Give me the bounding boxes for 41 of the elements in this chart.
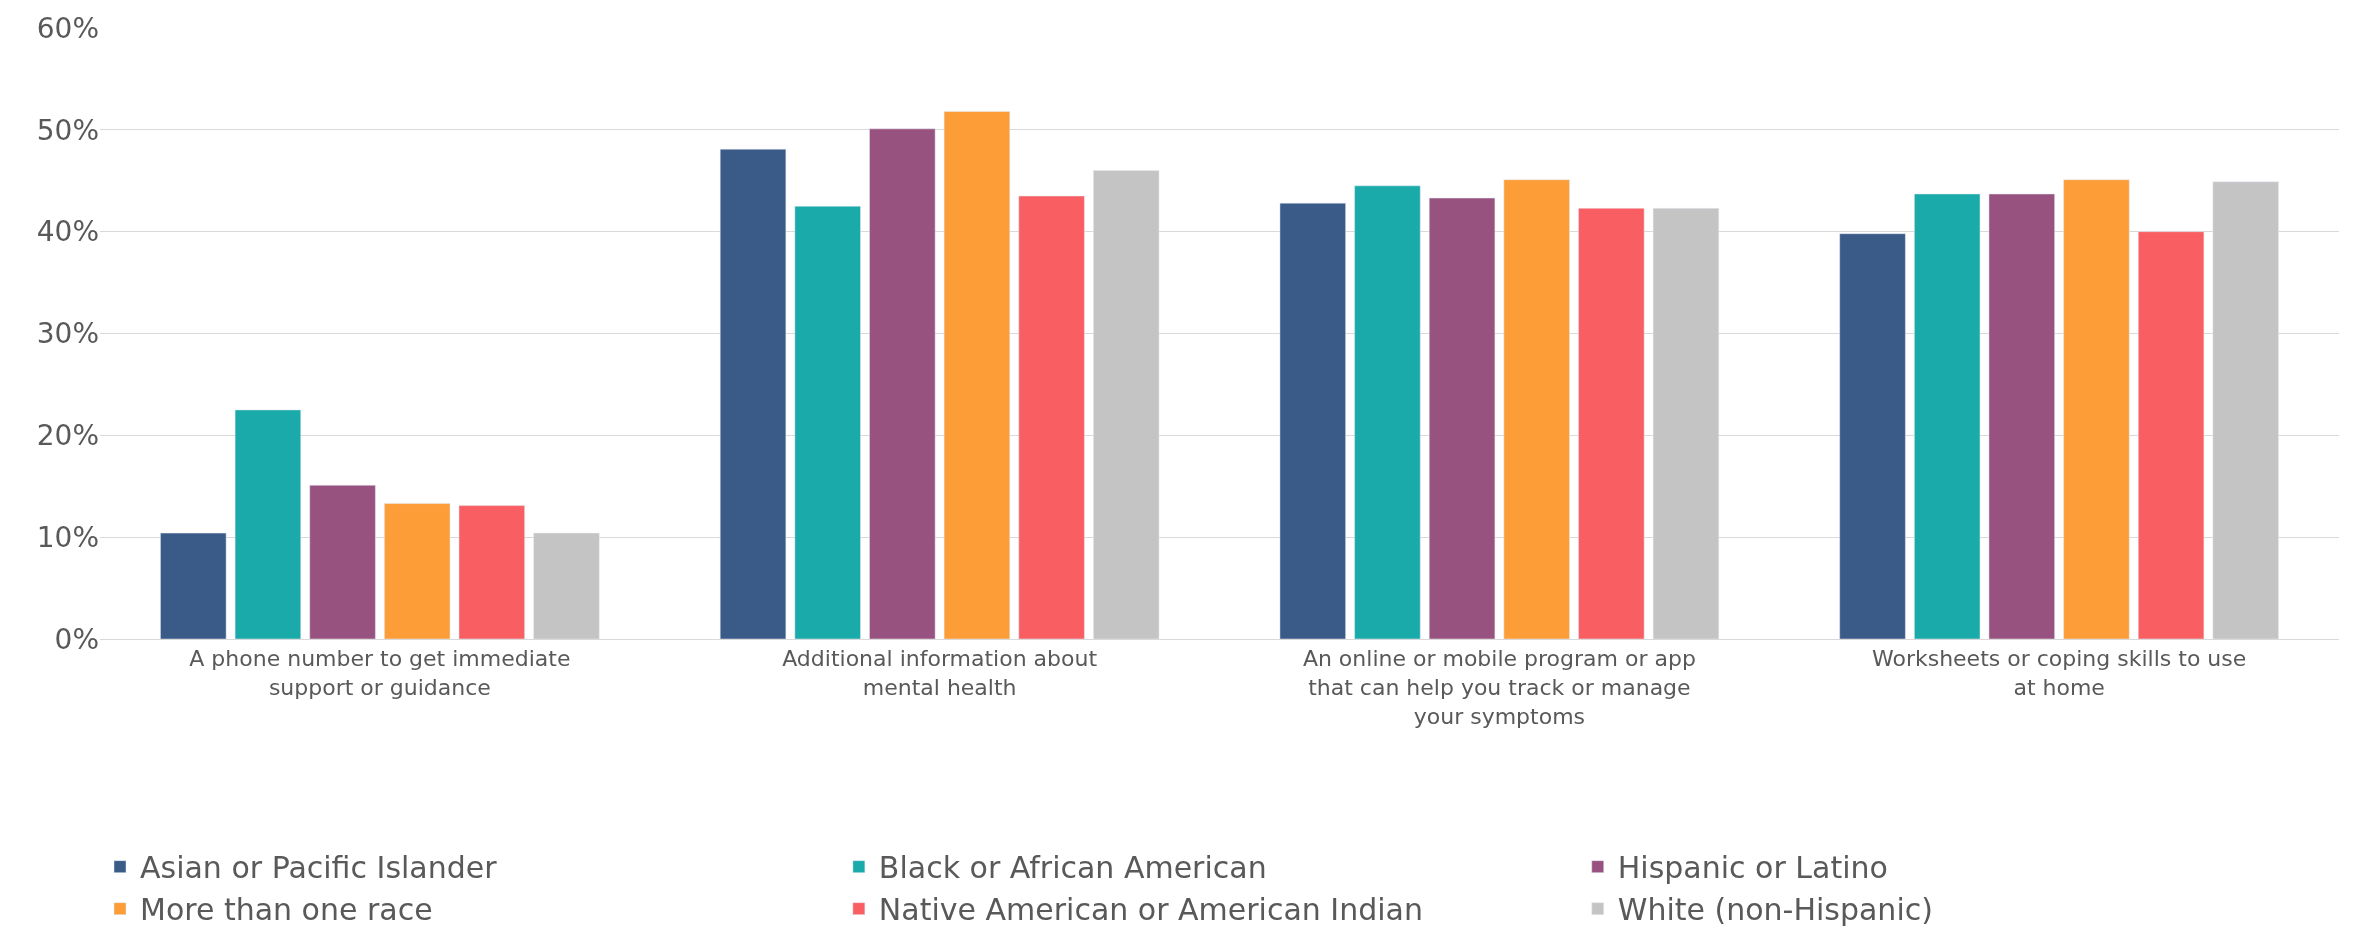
- bar: [943, 111, 1011, 639]
- bar: [1279, 202, 1346, 639]
- bar: [719, 148, 787, 639]
- y-tick-label: 40%: [36, 215, 99, 249]
- bar: [1018, 195, 1085, 639]
- legend-label: Hispanic or Latino: [1617, 850, 1888, 886]
- bar: [869, 128, 936, 639]
- legend-label: Native American or American Indian: [878, 892, 1424, 928]
- bar: [533, 532, 600, 639]
- bar: [2137, 231, 2205, 639]
- bar: [160, 532, 227, 639]
- bar: [309, 484, 376, 639]
- bar: [794, 205, 861, 639]
- bar: [1503, 179, 1570, 639]
- legend-label: Black or African American: [878, 850, 1267, 886]
- bar: [1578, 208, 1645, 639]
- bar: [1652, 208, 1720, 639]
- bar: [234, 409, 302, 639]
- y-tick-label: 50%: [36, 113, 99, 147]
- bar: [1839, 233, 1906, 639]
- bar: [384, 503, 451, 639]
- bar: [1428, 197, 1496, 639]
- bar: [1914, 193, 1981, 639]
- y-tick-label: 10%: [36, 520, 99, 554]
- x-tick-label: Worksheets or coping skills to use at home: [1871, 646, 2247, 700]
- bar: [1988, 193, 2055, 639]
- legend-label: More than one race: [140, 892, 433, 928]
- y-tick-label: 60%: [36, 11, 99, 45]
- bar: [1093, 170, 1160, 639]
- bar: [458, 505, 525, 639]
- y-tick-label: 30%: [36, 317, 99, 351]
- x-tick-label: Additional information about mental health: [782, 646, 1098, 700]
- bar: [2063, 179, 2130, 639]
- x-tick-label: A phone number to get immediate support or guidance: [189, 646, 571, 700]
- y-tick-label: 20%: [36, 419, 99, 453]
- y-tick-label: 0%: [54, 622, 99, 656]
- bar: [1354, 185, 1421, 639]
- bar: [2212, 181, 2279, 639]
- legend-label: White (non-Hispanic): [1617, 892, 1933, 928]
- legend-label: Asian or Pacific Islander: [140, 850, 498, 886]
- x-tick-label: An online or mobile program or app that can help you track or manage your symptoms: [1302, 646, 1696, 729]
